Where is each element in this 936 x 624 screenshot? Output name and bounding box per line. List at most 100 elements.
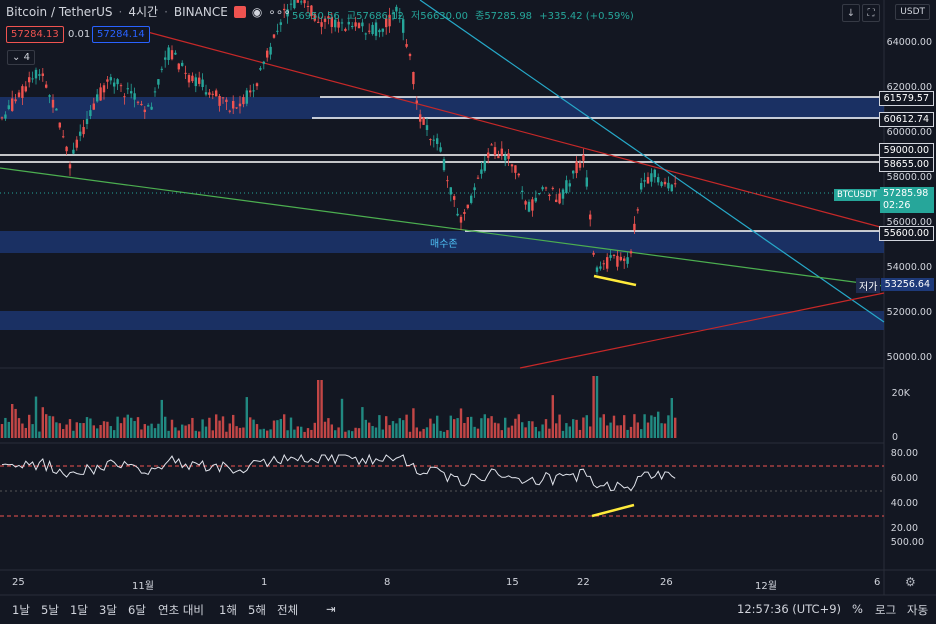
range-5d[interactable]: 5날 xyxy=(41,603,59,617)
volume-bar xyxy=(269,429,272,438)
low-value: 저56630.00 xyxy=(411,11,468,22)
flag-icon[interactable] xyxy=(233,5,246,18)
range-3m[interactable]: 3달 xyxy=(99,603,117,617)
rsi-tick: 60.00 xyxy=(890,473,918,484)
candle-body xyxy=(140,103,143,106)
pair-name[interactable]: Bitcoin / TetherUS xyxy=(6,4,113,19)
volume-bar xyxy=(65,424,68,438)
symbol-badge: BTCUSDT xyxy=(834,189,880,201)
range-1y[interactable]: 1해 xyxy=(219,603,237,617)
eye-icon[interactable]: ◉ xyxy=(251,4,263,19)
volume-bar xyxy=(38,431,41,438)
range-1d[interactable]: 1날 xyxy=(12,603,30,617)
candle-body xyxy=(194,77,197,87)
candle-body xyxy=(11,98,14,111)
volume-bar xyxy=(589,426,592,438)
candle-body xyxy=(463,212,466,214)
volume-bar xyxy=(337,427,340,438)
candle-body xyxy=(181,62,184,66)
range-1m[interactable]: 1달 xyxy=(70,603,88,617)
candle-body xyxy=(449,187,452,195)
candle-body xyxy=(446,180,449,182)
candle-body xyxy=(160,68,163,70)
collapse-indicators-button[interactable]: ⌄ 4 xyxy=(7,50,35,65)
replay-icon[interactable]: ⇥ xyxy=(326,602,336,616)
volume-bar xyxy=(4,417,7,438)
candle-body xyxy=(252,90,255,92)
volume-bar xyxy=(357,428,361,438)
candle-body xyxy=(340,22,344,24)
volume-bar xyxy=(242,427,245,438)
volume-bar xyxy=(544,419,548,438)
settings-icon[interactable]: ⚙ xyxy=(905,575,916,589)
volume-bar xyxy=(11,404,14,438)
volume-bar xyxy=(17,418,21,438)
high-value: 고57686.12 xyxy=(346,11,404,22)
volume-bar xyxy=(415,427,418,438)
volume-bar xyxy=(133,421,136,438)
log-toggle[interactable]: 로그 xyxy=(875,603,897,617)
volume-bar xyxy=(289,417,293,438)
volume-bar xyxy=(7,421,10,438)
range-ytd[interactable]: 연초 대비 xyxy=(158,603,204,617)
percent-toggle[interactable]: % xyxy=(852,602,863,616)
volume-bar xyxy=(623,415,626,438)
buy-price-button[interactable]: 57284.14 xyxy=(92,26,150,43)
fullscreen-icon[interactable]: ⛶ xyxy=(862,4,880,22)
candle-body xyxy=(402,19,405,33)
volume-bar xyxy=(41,407,44,438)
currency-button[interactable]: USDT xyxy=(895,4,930,20)
volume-bar xyxy=(595,376,599,438)
candle-body xyxy=(45,84,48,88)
volume-bar xyxy=(157,423,160,438)
quantity-value[interactable]: 0.01 xyxy=(68,29,91,40)
range-all[interactable]: 전체 xyxy=(277,603,299,617)
candle-body xyxy=(558,193,561,204)
candle-body xyxy=(21,86,24,98)
rsi-tick: 80.00 xyxy=(890,448,918,459)
volume-bar xyxy=(191,417,194,438)
auto-toggle[interactable]: 자동 xyxy=(907,603,929,617)
candle-body xyxy=(575,161,578,174)
sell-price-button[interactable]: 57284.13 xyxy=(6,26,64,43)
candle-body xyxy=(300,1,303,3)
volume-bar xyxy=(674,417,677,438)
volume-bar xyxy=(262,428,265,438)
candle-body xyxy=(612,254,616,256)
candle-body xyxy=(483,160,486,171)
time-tick: 22 xyxy=(577,577,590,588)
volume-bar xyxy=(31,424,34,438)
volume-bar xyxy=(541,424,544,438)
symbol-header[interactable]: Bitcoin / TetherUS · 4시간 · BINANCE ◉ ∘∘∘ xyxy=(6,4,291,20)
range-6m[interactable]: 6달 xyxy=(128,603,146,617)
candle-body xyxy=(660,182,663,186)
volume-bar xyxy=(140,429,143,438)
interval-label[interactable]: 4시간 xyxy=(128,5,159,19)
volume-bar xyxy=(14,408,17,438)
candle-body xyxy=(480,169,483,174)
rsi-tick: 40.00 xyxy=(890,498,918,509)
candle-body xyxy=(126,88,129,90)
range-5y[interactable]: 5해 xyxy=(248,603,266,617)
candle-body xyxy=(31,78,34,80)
time-tick: 26 xyxy=(660,577,673,588)
candle-body xyxy=(177,63,180,70)
open-value: 56950.56 xyxy=(292,11,340,22)
candle-body xyxy=(28,77,31,83)
volume-bar xyxy=(524,427,527,438)
more-icon[interactable]: ∘∘∘ xyxy=(268,4,291,19)
candle-body xyxy=(429,139,432,141)
volume-bar xyxy=(667,415,670,438)
green-trend-line xyxy=(0,167,885,287)
candle-body xyxy=(136,101,140,103)
candle-body xyxy=(102,85,106,93)
candle-body xyxy=(208,92,211,95)
candle-body xyxy=(544,187,548,189)
volume-bar xyxy=(650,415,653,438)
clock-display[interactable]: 12:57:36 (UTC+9) xyxy=(737,602,842,616)
volume-bar xyxy=(126,414,129,438)
volume-bar xyxy=(334,430,337,438)
down-arrow-icon[interactable]: ↓ xyxy=(842,4,860,22)
volume-bar xyxy=(198,431,201,438)
